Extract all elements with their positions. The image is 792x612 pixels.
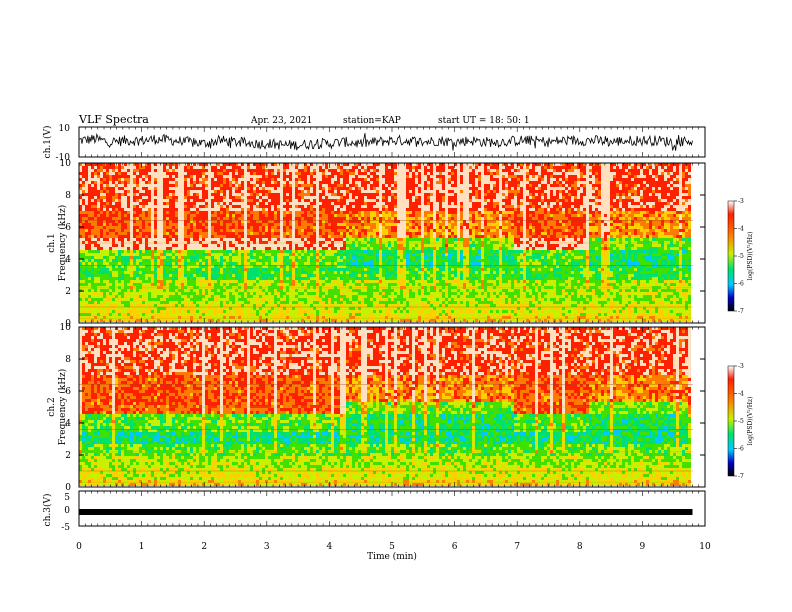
time-tick-label: 4 (327, 542, 333, 552)
time-tick-label: 7 (514, 542, 520, 552)
ch1-waveform-ylabel: ch.1(V) (42, 126, 53, 159)
ch1-colorbar: -3 -4 -5 -6 -7 log(PSD)(V²/Hz) (728, 198, 754, 315)
ch3-ytick-top: 5 (64, 493, 70, 503)
header-start-time: start UT = 18: 50: 1 (438, 116, 530, 126)
time-tick-label: 9 (640, 542, 646, 552)
ch3-waveform-panel: 5 0 -5 ch.3(V) (42, 491, 705, 533)
colorbar-tick-label: -4 (738, 391, 744, 398)
ch1-trace-line (79, 133, 693, 151)
time-tick-label: 5 (389, 542, 395, 552)
ch2-colorbar-gradient (728, 366, 734, 476)
ch3-waveform-trace (79, 509, 692, 515)
time-tick-label: 8 (577, 542, 583, 552)
ch2-spectrogram-heatmap (79, 327, 693, 486)
vlf-figure: VLF Spectra Apr. 23, 2021 station=KAP st… (0, 0, 792, 612)
spectrogram-ytick-label: 0 (65, 483, 71, 493)
spectrogram-ytick-label: 2 (65, 451, 71, 461)
time-tick-label: 3 (264, 542, 270, 552)
spectrogram-ytick-label: 10 (60, 323, 72, 333)
colorbar-tick-label: -5 (738, 253, 744, 260)
ch3-waveform-ylabel: ch.3(V) (42, 494, 53, 527)
ch3-waveform-frame (79, 491, 705, 526)
ch3-trace-line (79, 509, 692, 515)
time-tick-label: 10 (699, 542, 711, 552)
spectrogram-ytick-label: 2 (65, 287, 71, 297)
colorbar-tick-label: -4 (738, 226, 744, 233)
ch3-ytick-mid: 0 (64, 506, 70, 516)
ch1-spectrogram-ylabel: ch.1Frequency (kHz) (47, 205, 68, 282)
ch3-ytick-bottom: -5 (61, 523, 70, 533)
colorbar-tick-label: -7 (738, 473, 744, 480)
header-station: station=KAP (343, 116, 401, 126)
ch1-waveform-trace (79, 133, 693, 151)
ch1-colorbar-label: log(PSD)(V²/Hz) (747, 232, 754, 281)
ch2-spectrogram-ylabel: ch.2Frequency (kHz) (47, 369, 68, 446)
time-tick-label: 2 (201, 542, 207, 552)
ch1-colorbar-ticks: -3 -4 -5 -6 -7 (734, 198, 744, 315)
time-tick-label: 0 (76, 542, 82, 552)
colorbar-tick-label: -5 (738, 418, 744, 425)
ch1-spectrogram-heatmap (79, 163, 693, 322)
colorbar-tick-label: -3 (738, 363, 744, 370)
ch1-colorbar-gradient (728, 201, 734, 311)
colorbar-tick-label: -6 (738, 281, 744, 288)
spectrogram-ytick-label: 10 (60, 159, 72, 169)
ch1-ytick-top: 10 (59, 124, 71, 134)
spectrogram-ytick-label: 8 (65, 355, 71, 365)
time-tick-label: 1 (139, 542, 145, 552)
time-tick-label: 6 (452, 542, 458, 552)
header-date: Apr. 23, 2021 (250, 116, 312, 126)
colorbar-tick-label: -7 (738, 308, 744, 315)
time-axis-label: Time (min) (367, 551, 417, 562)
ch2-colorbar: -3 -4 -5 -6 -7 log(PSD)(V²/Hz) (728, 363, 754, 480)
colorbar-tick-label: -3 (738, 198, 744, 205)
ch2-colorbar-ticks: -3 -4 -5 -6 -7 (734, 363, 744, 480)
chart-title: VLF Spectra (78, 113, 149, 126)
spectrogram-ytick-label: 8 (65, 191, 71, 201)
ch2-colorbar-label: log(PSD)(V²/Hz) (747, 397, 754, 446)
colorbar-tick-label: -6 (738, 446, 744, 453)
